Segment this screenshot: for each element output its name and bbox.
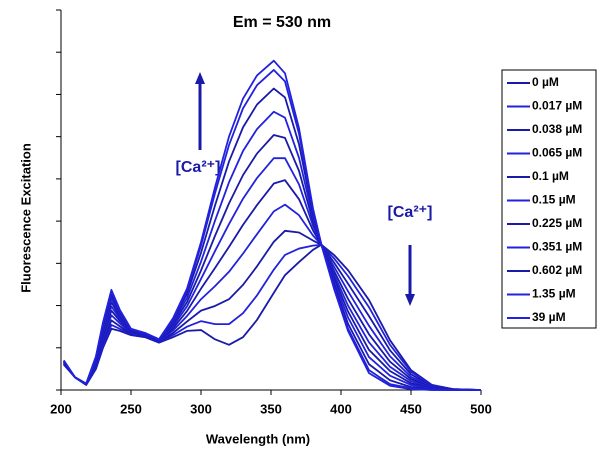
arrow-head	[405, 294, 415, 306]
series-line	[63, 243, 482, 391]
series-line	[63, 59, 481, 391]
x-tick-label: 400	[330, 401, 352, 416]
x-tick-label: 350	[260, 401, 282, 416]
series-line	[63, 243, 482, 391]
series-line	[63, 69, 481, 391]
chart-title: Em = 530 nm	[233, 14, 331, 31]
x-tick-label: 200	[50, 401, 72, 416]
legend-label: 0.1 µM	[532, 169, 569, 183]
annotation: [Ca²⁺]	[388, 204, 433, 221]
legend-label: 0.225 µM	[532, 216, 582, 230]
series-line	[63, 87, 481, 391]
legend-label: 0.017 µM	[532, 99, 582, 113]
legend-label: 0.602 µM	[532, 263, 582, 277]
series-line	[63, 157, 482, 391]
y-axis-label: Fluorescence Excitation	[18, 143, 33, 293]
x-tick-label: 500	[470, 401, 492, 416]
legend-label: 0.065 µM	[532, 146, 582, 160]
x-tick-label: 250	[120, 401, 142, 416]
series-line	[63, 134, 482, 391]
legend-label: 0.351 µM	[532, 240, 582, 254]
legend-label: 1.35 µM	[532, 287, 576, 301]
x-tick-label: 300	[190, 401, 212, 416]
arrow-head	[195, 72, 205, 84]
legend-label: 0.038 µM	[532, 122, 582, 136]
legend-box	[501, 69, 597, 329]
series-line	[63, 110, 481, 391]
legend-label: 0 µM	[532, 75, 559, 89]
x-axis-label: Wavelength (nm)	[206, 431, 310, 446]
series-line	[63, 179, 482, 391]
series-line	[63, 229, 482, 391]
annotation: [Ca²⁺]	[176, 159, 221, 176]
series-line	[63, 203, 482, 391]
legend-label: 0.15 µM	[532, 193, 576, 207]
x-tick-label: 450	[400, 401, 422, 416]
legend-label: 39 µM	[532, 310, 566, 324]
